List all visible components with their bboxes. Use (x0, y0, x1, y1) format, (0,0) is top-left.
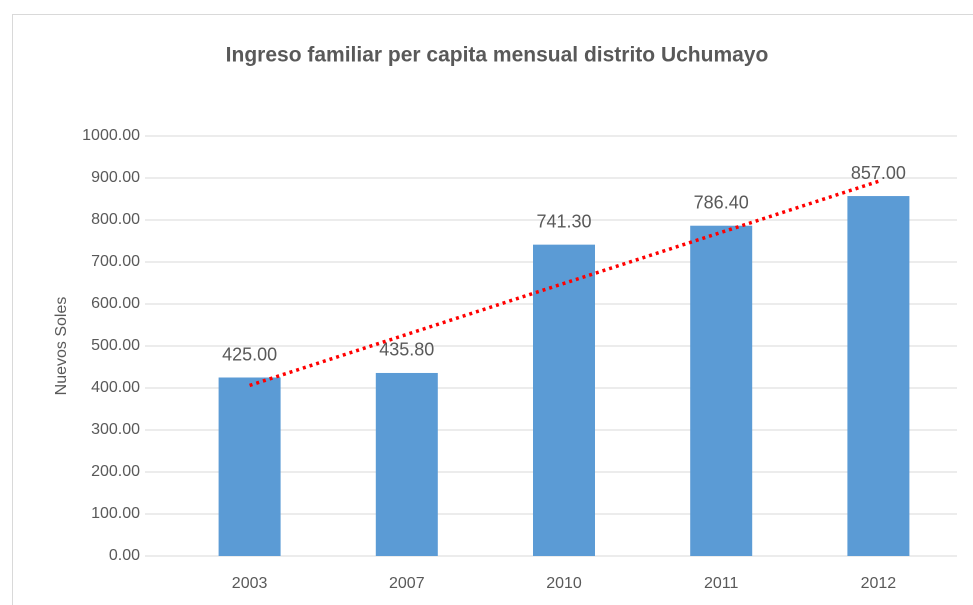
y-tick-label: 400.00 (91, 379, 140, 396)
chart-border (12, 14, 973, 605)
data-label: 435.80 (379, 340, 434, 360)
x-tick-label: 2003 (232, 575, 268, 592)
data-label: 857.00 (851, 163, 906, 183)
trendline (249, 179, 879, 388)
y-tick-label: 1000.00 (82, 127, 140, 144)
y-tick-label: 600.00 (91, 295, 140, 312)
y-tick-label: 800.00 (91, 211, 140, 228)
data-label: 741.30 (536, 211, 591, 231)
bar (375, 372, 438, 556)
x-tick-label: 2011 (704, 575, 739, 592)
bar (690, 225, 753, 556)
data-label: 425.00 (222, 344, 277, 364)
bar (218, 377, 281, 556)
x-tick-label: 2012 (861, 575, 897, 592)
y-tick-label: 200.00 (91, 463, 140, 480)
bar (847, 196, 910, 556)
y-tick-label: 500.00 (91, 337, 140, 354)
y-tick-label: 100.00 (91, 505, 140, 522)
y-axis-label: Nuevos Soles (53, 297, 70, 396)
y-tick-label: 300.00 (91, 421, 140, 438)
bar (533, 244, 595, 557)
y-tick-label: 0.00 (109, 547, 140, 564)
data-label: 786.40 (694, 192, 749, 212)
x-tick-label: 2007 (389, 575, 425, 592)
x-tick-label: 2010 (546, 575, 582, 592)
chart-title: Ingreso familiar per capita mensual dist… (226, 44, 769, 67)
y-tick-label: 900.00 (91, 169, 140, 186)
y-tick-label: 700.00 (91, 253, 140, 270)
